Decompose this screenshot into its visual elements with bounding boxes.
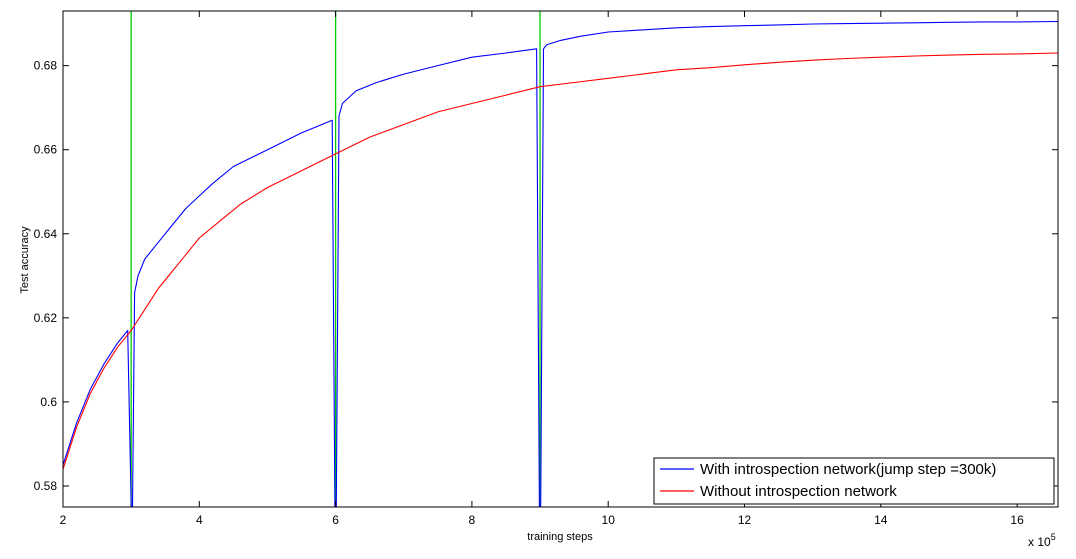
series-line-0 (62, 20, 1059, 508)
x-tick-label-1: 4 (196, 513, 203, 527)
axis-ticks: 2 4 6 8 10 12 14 16 0.58 0.6 0.62 0.64 0.66 0.68 (34, 11, 1058, 527)
y-tick-label-3: 0.64 (34, 227, 58, 241)
plot-background (63, 11, 1058, 507)
y-tick-label-2: 0.62 (34, 311, 58, 325)
y-tick-label-4: 0.66 (34, 143, 58, 157)
x-tick-label-6: 14 (874, 513, 888, 527)
x-tick-label-2: 6 (332, 513, 339, 527)
x-tick-label-5: 12 (738, 513, 752, 527)
y-tick-label-5: 0.68 (34, 59, 58, 73)
x-tick-label-0: 2 (60, 513, 67, 527)
vertical-markers (130, 11, 541, 507)
x-tick-label-7: 16 (1010, 513, 1024, 527)
x-axis-multiplier-base: x 10 (1028, 535, 1051, 549)
legend-label-with-introspection: With introspection network(jump step =30… (700, 461, 996, 478)
legend-label-without-introspection: Without introspection network (700, 483, 897, 500)
x-tick-label-3: 8 (469, 513, 476, 527)
x-tick-label-4: 10 (602, 513, 616, 527)
x-axis-multiplier: x 105 (1028, 532, 1056, 549)
x-axis-multiplier-exponent: 5 (1051, 532, 1056, 542)
series-line-1 (62, 52, 1059, 470)
legend-box (653, 457, 1055, 505)
y-axis-title: Test accuracy (19, 226, 31, 294)
plot-frame (62, 10, 1059, 508)
legend: With introspection network(jump step =30… (653, 457, 1055, 505)
x-axis-title: training steps (527, 531, 593, 543)
y-tick-label-1: 0.6 (40, 395, 57, 409)
series-lines (62, 20, 1059, 508)
y-tick-label-0: 0.58 (34, 479, 58, 493)
